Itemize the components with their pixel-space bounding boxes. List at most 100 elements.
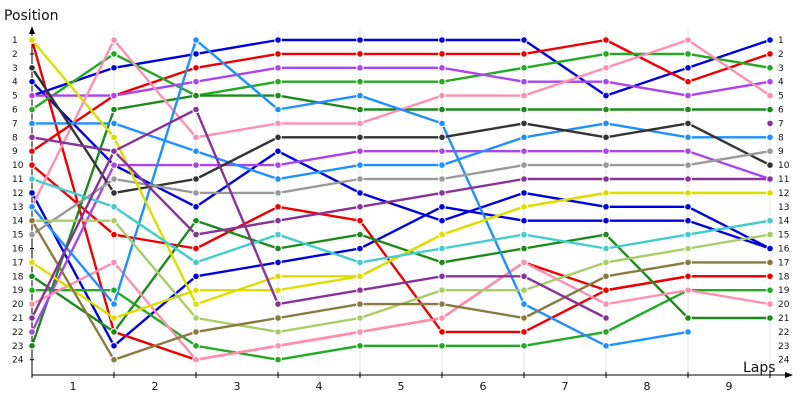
series-12-point	[602, 147, 610, 155]
series-7-point	[28, 105, 36, 114]
series-13-point	[356, 119, 364, 128]
x-tick-label: 8	[644, 380, 651, 393]
series-5-point	[438, 328, 446, 336]
series-5-point	[520, 328, 528, 336]
series-22-point	[684, 244, 692, 253]
series-13-point	[274, 119, 282, 128]
series-4-point	[438, 50, 446, 58]
y-tick-label-left: 15	[12, 231, 23, 241]
series-11-point	[684, 91, 692, 100]
series-13-point	[766, 91, 774, 100]
x-tick-labels: 1 2 3 4 5 6 7 8 9	[70, 380, 733, 393]
series-line-2	[30, 191, 772, 347]
series-11-point	[520, 77, 528, 86]
series-21-point	[684, 230, 692, 239]
series-21-point	[602, 244, 610, 253]
series-25-point	[28, 314, 36, 322]
series-25-point	[684, 175, 692, 183]
series-7-point	[684, 50, 692, 58]
series-19-point	[110, 133, 118, 142]
y-tick-label-right: 23	[778, 342, 789, 352]
y-tick-label-left: 17	[12, 258, 23, 268]
y-tick-label-right: 6	[778, 106, 784, 116]
series-17-point	[274, 133, 282, 142]
series-16-point	[602, 342, 610, 350]
series-7-point	[356, 77, 364, 86]
series-line-21	[30, 177, 772, 264]
x-tick-label: 9	[726, 380, 733, 393]
series-16-point	[274, 105, 282, 114]
series-7-point	[766, 64, 774, 72]
series-23-point	[684, 258, 692, 267]
series-line-3	[30, 38, 772, 97]
series-8-point	[274, 355, 282, 364]
series-12-point	[438, 147, 446, 155]
x-tick-label: 3	[234, 380, 241, 393]
series-16-point	[28, 203, 36, 211]
series-1-point	[192, 203, 200, 211]
series-9-point	[274, 91, 282, 100]
series-17-point	[28, 64, 36, 72]
series-11-point	[356, 64, 364, 72]
series-17-point	[602, 133, 610, 142]
series-9-point	[356, 105, 364, 114]
y-tick-label-right: 18	[778, 272, 790, 282]
series-16-point	[520, 300, 528, 308]
series-6-point	[684, 272, 692, 281]
series-2-point	[28, 189, 36, 197]
series-7-point	[438, 77, 446, 86]
series-18-point	[684, 161, 692, 169]
series-15-point	[602, 119, 610, 128]
series-22-point	[602, 258, 610, 267]
series-20-point	[766, 189, 774, 197]
series-9-point	[110, 105, 118, 114]
series-2-point	[110, 342, 118, 350]
series-21-point	[438, 244, 446, 253]
series-11-point	[438, 64, 446, 72]
series-21-point	[274, 230, 282, 239]
series-24-point	[602, 314, 610, 322]
series-23-point	[274, 314, 282, 322]
series-20-point	[356, 272, 364, 281]
series-14-point	[684, 286, 692, 295]
series-1-point	[274, 147, 282, 155]
series-3-point	[520, 36, 528, 44]
series-23-point	[192, 328, 200, 336]
series-21-point	[520, 230, 528, 239]
series-markers	[28, 36, 774, 364]
series-4-point	[520, 50, 528, 58]
series-22-point	[192, 314, 200, 322]
series-18-point	[520, 161, 528, 169]
series-2-point	[766, 244, 774, 253]
series-21-point	[28, 175, 36, 183]
series-2-point	[274, 258, 282, 267]
series-21-point	[766, 216, 774, 225]
x-axis-arrow	[785, 372, 793, 378]
series-1-point	[28, 77, 36, 86]
y-tick-label-left: 12	[12, 189, 23, 199]
y-tick-label-right: 7	[778, 119, 784, 129]
series-8-point	[192, 342, 200, 350]
series-16-point	[110, 300, 118, 308]
axes	[29, 26, 793, 378]
series-9-point	[766, 105, 774, 114]
series-16-point	[684, 328, 692, 336]
series-10-point	[274, 244, 282, 253]
series-17-point	[438, 133, 446, 142]
series-9-point	[192, 91, 200, 100]
series-16-point	[192, 36, 200, 44]
series-23-point	[110, 355, 118, 364]
series-10-point	[28, 272, 36, 281]
series-3-point	[438, 36, 446, 44]
series-1-point	[520, 189, 528, 197]
series-17-point	[684, 119, 692, 128]
series-1-point	[438, 216, 446, 225]
y-tick-label-left: 8	[12, 133, 18, 143]
series-14-point	[192, 355, 200, 364]
series-8-point	[28, 286, 36, 295]
series-15-point	[766, 133, 774, 142]
y-tick-label-left: 20	[12, 300, 24, 310]
series-3-point	[110, 64, 118, 72]
series-12-point	[356, 147, 364, 155]
